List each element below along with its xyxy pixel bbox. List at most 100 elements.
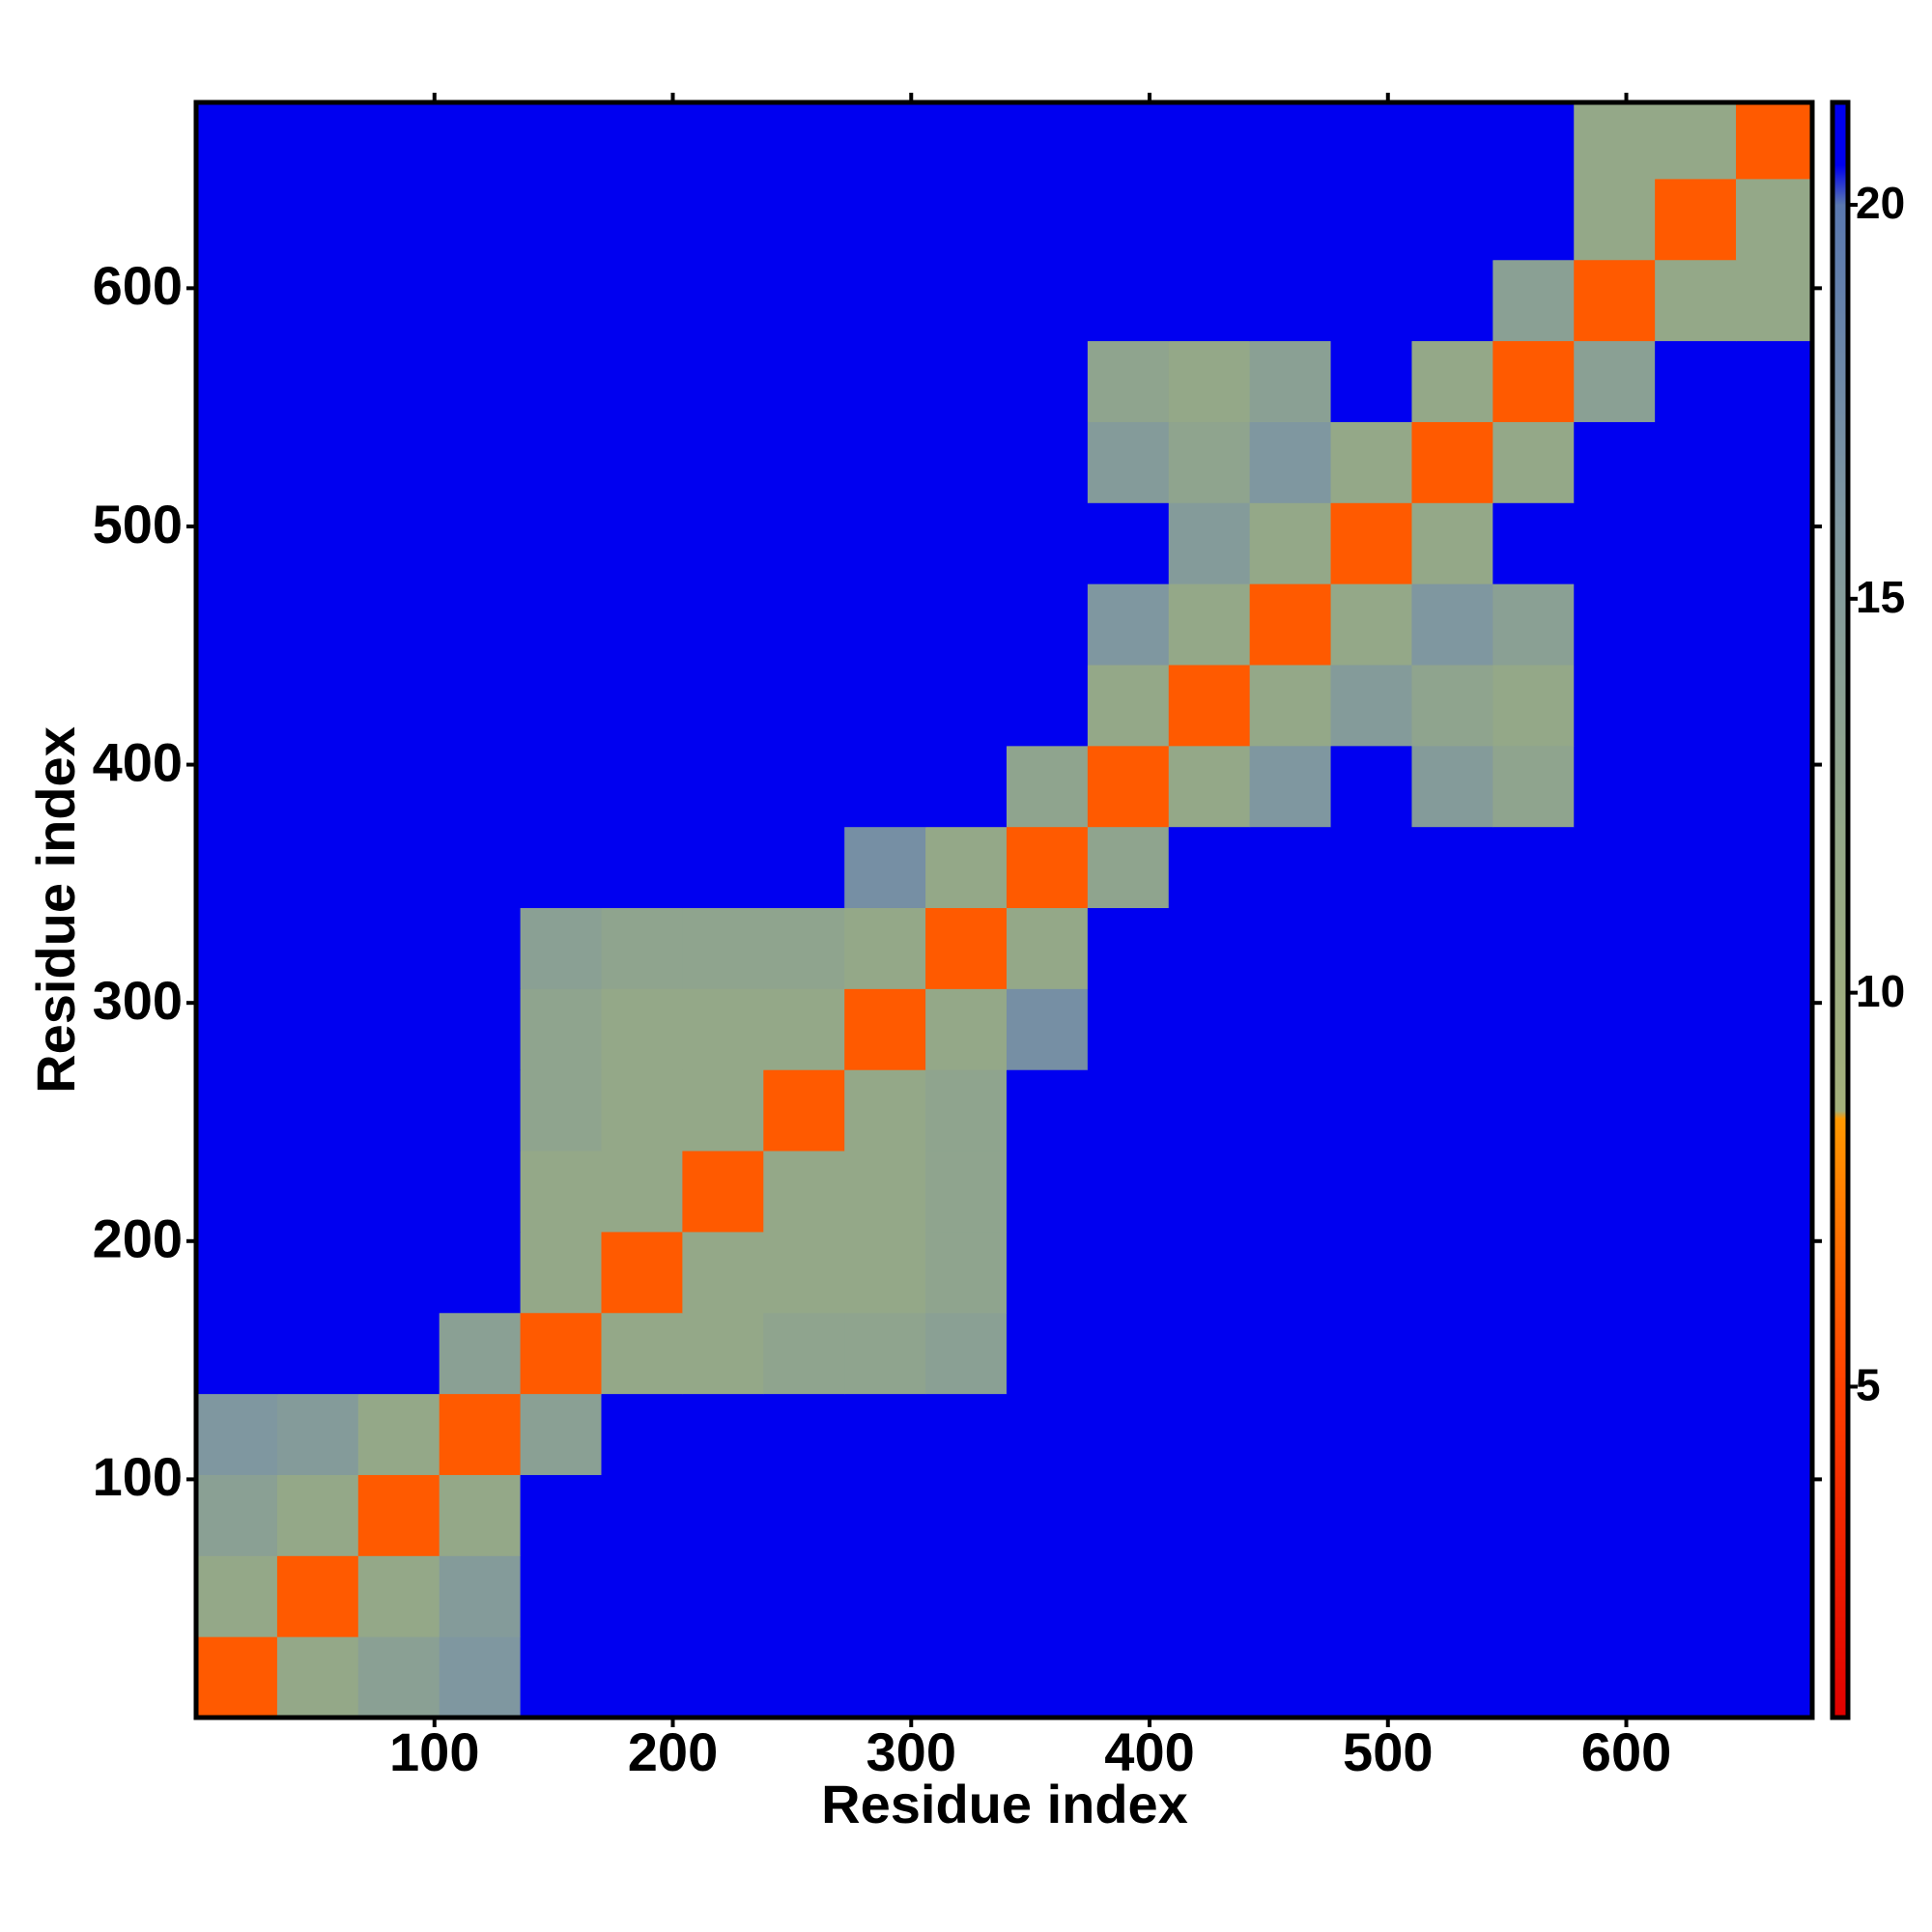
heatmap-cell xyxy=(1087,178,1170,261)
heatmap-cell xyxy=(357,340,440,422)
heatmap-cell xyxy=(844,1636,926,1719)
heatmap-cell xyxy=(1168,664,1251,747)
heatmap-cell xyxy=(1574,907,1656,989)
heatmap-cell xyxy=(520,988,602,1070)
heatmap-cell xyxy=(1655,583,1737,666)
heatmap-cell xyxy=(1411,1555,1493,1637)
heatmap-cell xyxy=(1249,259,1332,342)
heatmap-cell xyxy=(357,988,440,1070)
heatmap-cell xyxy=(439,583,522,666)
heatmap-cell xyxy=(1330,745,1412,828)
heatmap-cell xyxy=(1736,421,1813,503)
heatmap-cell xyxy=(601,583,683,666)
heatmap-cell xyxy=(1006,259,1089,342)
heatmap-cell xyxy=(682,178,764,261)
heatmap-cell xyxy=(1087,664,1170,747)
heatmap-cell xyxy=(601,1393,683,1475)
heatmap-cell xyxy=(682,745,764,828)
heatmap-cell xyxy=(925,102,1008,180)
heatmap-cell xyxy=(1655,1393,1737,1475)
heatmap-cell xyxy=(1006,664,1089,747)
heatmap-cell xyxy=(1736,1312,1813,1395)
x-tick-label: 400 xyxy=(1104,1721,1194,1782)
heatmap-cell xyxy=(1492,1555,1575,1637)
heatmap-cell xyxy=(1006,178,1089,261)
heatmap-cell xyxy=(1168,340,1251,422)
heatmap-cell xyxy=(601,907,683,989)
heatmap-cell xyxy=(925,340,1008,422)
heatmap-cell xyxy=(439,826,522,909)
heatmap-cell xyxy=(925,178,1008,261)
heatmap-cell xyxy=(196,1231,278,1314)
heatmap-cell xyxy=(1330,259,1412,342)
heatmap-cell xyxy=(1330,1555,1412,1637)
heatmap-cell xyxy=(682,988,764,1070)
heatmap-cell xyxy=(1655,1312,1737,1395)
heatmap-cell xyxy=(1492,583,1575,666)
heatmap-cell xyxy=(1411,502,1493,584)
colorbar xyxy=(1830,99,1851,1720)
heatmap-cell xyxy=(763,826,845,909)
heatmap-cell xyxy=(601,1069,683,1151)
heatmap-cell xyxy=(1655,907,1737,989)
heatmap-cell xyxy=(1492,988,1575,1070)
heatmap-cell xyxy=(520,907,602,989)
heatmap-cell xyxy=(763,1474,845,1556)
heatmap-cell xyxy=(520,259,602,342)
heatmap-cell xyxy=(1087,1069,1170,1151)
heatmap-cell xyxy=(682,664,764,747)
heatmap-cell xyxy=(925,1555,1008,1637)
y-axis-title: Residue index xyxy=(25,726,86,1094)
heatmap-cell xyxy=(844,826,926,909)
heatmap-cell xyxy=(925,988,1008,1070)
heatmap-cell xyxy=(1574,1069,1656,1151)
heatmap-cell xyxy=(1411,102,1493,180)
heatmap-cell xyxy=(520,1231,602,1314)
heatmap-cell xyxy=(1574,1555,1656,1637)
heatmap-cell xyxy=(1168,1474,1251,1556)
heatmap-cell xyxy=(520,583,602,666)
heatmap-cell xyxy=(844,1474,926,1556)
heatmap-cell xyxy=(1411,1474,1493,1556)
heatmap-cell xyxy=(439,1474,522,1556)
heatmap-cell xyxy=(1411,583,1493,666)
heatmap-cell xyxy=(1574,178,1656,261)
heatmap-cell xyxy=(682,1151,764,1233)
heatmap-cell xyxy=(1736,988,1813,1070)
heatmap-cell xyxy=(682,1474,764,1556)
heatmap-cell xyxy=(276,259,359,342)
heatmap-cell xyxy=(1087,583,1170,666)
heatmap-cell xyxy=(520,1312,602,1395)
heatmap-cell xyxy=(1736,1393,1813,1475)
y-tick-label: 400 xyxy=(93,731,183,792)
heatmap-cell xyxy=(1087,907,1170,989)
heatmap-cell xyxy=(1330,1474,1412,1556)
heatmap-cell xyxy=(1249,907,1332,989)
heatmap-cell xyxy=(682,583,764,666)
heatmap-cell xyxy=(925,1474,1008,1556)
heatmap-cell xyxy=(682,1231,764,1314)
heatmap-cell xyxy=(439,1312,522,1395)
heatmap-cell xyxy=(1492,1231,1575,1314)
heatmap-cell xyxy=(196,988,278,1070)
heatmap-cell xyxy=(196,502,278,584)
heatmap-cell xyxy=(1492,1069,1575,1151)
y-tick-label: 600 xyxy=(93,255,183,316)
heatmap-cell xyxy=(844,421,926,503)
heatmap-cell xyxy=(1411,907,1493,989)
heatmap-cell xyxy=(520,1474,602,1556)
heatmap-cell xyxy=(1249,502,1332,584)
heatmap-cell xyxy=(439,1151,522,1233)
heatmap-cell xyxy=(196,1312,278,1395)
heatmap-cell xyxy=(1168,102,1251,180)
heatmap-cell xyxy=(439,1393,522,1475)
heatmap-cell xyxy=(1006,1151,1089,1233)
heatmap-cell xyxy=(1249,1474,1332,1556)
heatmap-cell xyxy=(1249,664,1332,747)
heatmap-cell xyxy=(682,102,764,180)
heatmap-cell xyxy=(1168,1393,1251,1475)
heatmap-cell xyxy=(1249,988,1332,1070)
heatmap-cell xyxy=(925,664,1008,747)
heatmap-cell xyxy=(276,907,359,989)
heatmap-cell xyxy=(196,1151,278,1233)
